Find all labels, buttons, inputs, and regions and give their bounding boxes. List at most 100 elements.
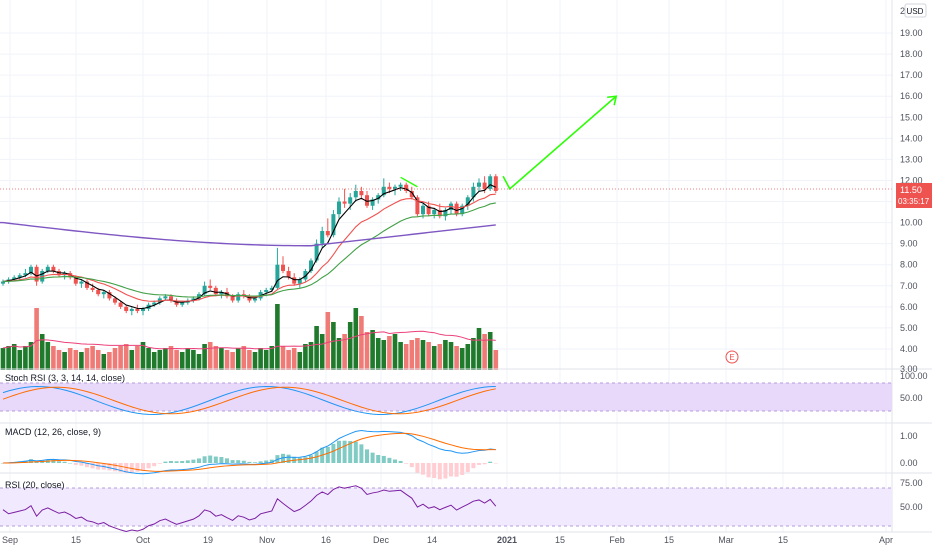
- candle-body: [404, 184, 409, 191]
- macd-histogram-bar: [51, 460, 56, 463]
- price-tick: 12.00: [900, 175, 923, 185]
- price-tick: 5.00: [900, 323, 918, 333]
- macd-histogram-bar: [348, 441, 353, 463]
- candle-body: [45, 266, 50, 272]
- last-price-badge: [896, 183, 932, 208]
- volume-bar: [459, 348, 465, 370]
- macd-histogram-bar: [219, 457, 224, 463]
- macd-tick: 0.00: [900, 458, 918, 468]
- macd-line: [2, 430, 496, 475]
- price-axis-bottom-label: 3.00: [900, 364, 918, 374]
- macd-histogram-bar: [197, 458, 201, 463]
- candle-body: [230, 296, 235, 301]
- macd-tick: 1.00: [900, 431, 918, 441]
- macd-histogram-bar: [129, 463, 134, 473]
- volume-bar: [174, 350, 179, 370]
- macd-histogram-bar: [213, 456, 218, 463]
- candle-body: [1, 281, 5, 284]
- price-tick: 4.00: [900, 344, 918, 354]
- ema-short-line: [2, 184, 497, 310]
- macd-histogram-bar: [488, 461, 493, 463]
- volume-bar: [493, 350, 499, 370]
- price-tick: 9.00: [900, 239, 918, 249]
- volume-bar: [398, 342, 403, 370]
- macd-histogram-bar: [297, 457, 302, 463]
- price-tick: 13.00: [900, 154, 923, 164]
- rsi-line: [2, 485, 497, 532]
- candle-body: [331, 214, 336, 236]
- candle-body: [292, 277, 297, 284]
- time-tick: Oct: [136, 535, 151, 545]
- candle-body: [286, 271, 291, 278]
- volume-bar: [67, 348, 73, 370]
- stoch-rsi-band: [0, 383, 892, 411]
- volume-bar: [370, 330, 375, 370]
- candle-body: [141, 308, 145, 312]
- stoch-rsi-title[interactable]: Stoch RSI (3, 3, 14, 14, close): [5, 373, 125, 383]
- volume-bar: [269, 346, 275, 370]
- volume-bar: [415, 338, 420, 370]
- volume-bar: [62, 352, 67, 370]
- macd-histogram-bar: [337, 440, 341, 463]
- time-tick: 15: [71, 535, 81, 545]
- volume-bar: [196, 354, 202, 370]
- volume-bar: [403, 344, 409, 370]
- candle-body: [460, 205, 465, 215]
- volume-bar: [151, 352, 157, 370]
- candle-body: [415, 197, 420, 215]
- volume-bar: [426, 342, 431, 370]
- price-tick: 18.00: [900, 49, 923, 59]
- volume-bar: [286, 350, 291, 370]
- time-axis[interactable]: Sep 15 Oct 19 Nov 16 Dec 14 2021 15 Feb 15 Mar 15 Apr: [2, 535, 893, 545]
- candle-body: [348, 197, 353, 204]
- candle-body: [29, 266, 33, 274]
- candle-body: [113, 298, 117, 303]
- macd-histogram-bar: [281, 453, 285, 463]
- candle-body: [314, 243, 319, 261]
- volume-bar: [202, 344, 207, 370]
- macd-histogram-bar: [454, 463, 459, 477]
- volume-bar: [291, 348, 297, 370]
- candle-body: [163, 296, 168, 299]
- price-tick: 8.00: [900, 260, 918, 270]
- volume-bar: [325, 312, 331, 370]
- last-price-value: 11.50: [900, 185, 922, 195]
- time-tick: Dec: [373, 535, 390, 545]
- volume-bar: [23, 346, 28, 370]
- candle-body: [174, 300, 179, 305]
- time-tick: Mar: [718, 535, 734, 545]
- stoch-tick: 100.00: [900, 371, 928, 381]
- volume-bar: [179, 352, 185, 370]
- volume-bar: [6, 346, 11, 370]
- candle-body: [213, 287, 218, 295]
- macd-histogram-bar: [73, 463, 78, 465]
- macd-histogram-bar: [180, 460, 185, 463]
- rsi-title[interactable]: RSI (20, close): [5, 480, 65, 490]
- macd-histogram-bar: [477, 463, 481, 465]
- macd-title[interactable]: MACD (12, 26, close, 9): [5, 427, 101, 437]
- candle-body: [325, 231, 330, 236]
- candle-body: [359, 191, 364, 196]
- currency-button[interactable]: [904, 3, 927, 18]
- volume-bar: [280, 346, 286, 370]
- earnings-marker-icon[interactable]: [725, 350, 739, 364]
- price-tick: 6.00: [900, 302, 918, 312]
- volume-bar: [258, 348, 263, 370]
- volume-bar: [107, 352, 112, 370]
- macd-histogram-bar: [191, 459, 196, 463]
- volume-bar: [90, 346, 95, 370]
- volume-bar: [207, 342, 213, 370]
- volume-bar: [168, 346, 174, 370]
- volume-bar: [28, 342, 34, 370]
- projection-arrow[interactable]: [400, 95, 618, 191]
- rsi-tick: 50.00: [900, 502, 923, 512]
- ma-200-line: [2, 221, 496, 247]
- candle-body: [107, 292, 112, 299]
- time-tick: 14: [427, 535, 437, 545]
- candle-body: [337, 201, 341, 215]
- candle-body: [169, 296, 173, 301]
- volume-bar: [51, 346, 56, 370]
- arrow-path: [502, 95, 617, 191]
- macd-histogram-bar: [331, 443, 336, 463]
